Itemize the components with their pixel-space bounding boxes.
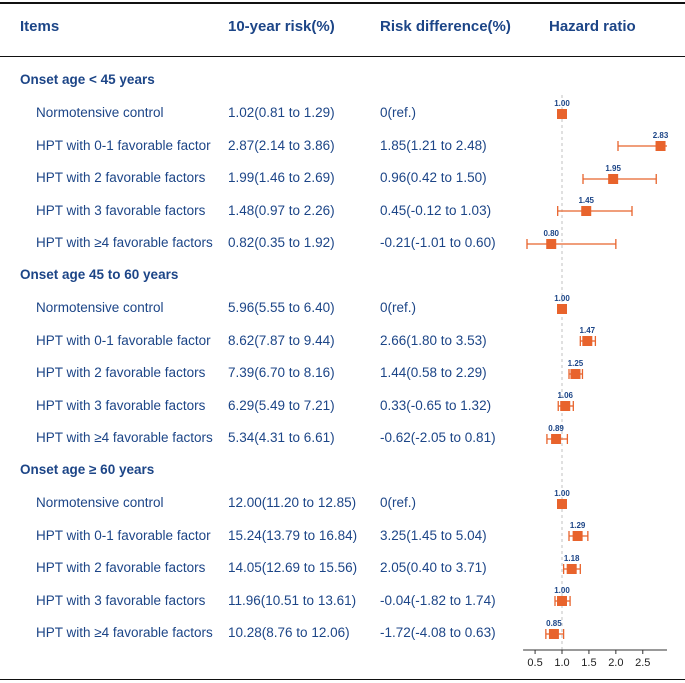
row-risk: 14.05(12.69 to 15.56)	[228, 560, 358, 575]
row-item: Normotensive control	[36, 105, 164, 120]
row-item: HPT with ≥4 favorable factors	[36, 625, 213, 640]
hazard-ratio-label: 1.06	[557, 391, 573, 400]
hazard-ratio-marker	[572, 531, 583, 541]
x-tick-label: 2.5	[635, 657, 650, 669]
top-rule	[0, 2, 685, 4]
hazard-ratio-label: 1.00	[554, 489, 570, 498]
hazard-ratio-marker	[548, 629, 559, 639]
row-diff: 1.44(0.58 to 2.29)	[380, 365, 487, 380]
hazard-ratio-marker	[551, 434, 562, 444]
hazard-ratio-label: 0.80	[543, 229, 559, 238]
hazard-ratio-marker	[557, 499, 567, 509]
row-risk: 15.24(13.79 to 16.84)	[228, 528, 358, 543]
row-risk: 12.00(11.20 to 12.85)	[228, 495, 357, 510]
row-item: HPT with 0-1 favorable factor	[36, 528, 211, 543]
header-hazard-ratio: Hazard ratio	[549, 18, 636, 35]
row-diff: 2.66(1.80 to 3.53)	[380, 333, 487, 348]
row-risk: 10.28(8.76 to 12.06)	[228, 625, 350, 640]
row-diff: 3.25(1.45 to 5.04)	[380, 528, 487, 543]
x-tick-label: 0.5	[527, 657, 542, 669]
row-risk: 0.82(0.35 to 1.92)	[228, 235, 335, 250]
row-item: Normotensive control	[36, 495, 164, 510]
hazard-ratio-label: 0.89	[548, 424, 564, 433]
hazard-ratio-label: 1.25	[568, 359, 584, 368]
row-diff: 2.05(0.40 to 3.71)	[380, 560, 487, 575]
row-item: HPT with 0-1 favorable factor	[36, 333, 211, 348]
hazard-ratio-marker	[582, 336, 593, 346]
hazard-ratio-marker	[655, 141, 666, 151]
row-risk: 6.29(5.49 to 7.21)	[228, 398, 335, 413]
row-risk: 8.62(7.87 to 9.44)	[228, 333, 335, 348]
hazard-ratio-label: 2.83	[653, 131, 669, 140]
hazard-ratio-label: 1.29	[570, 521, 586, 530]
row-risk: 11.96(10.51 to 13.61)	[228, 593, 357, 608]
row-diff: 0.45(-0.12 to 1.03)	[380, 203, 492, 218]
group-title-60-plus: Onset age ≥ 60 years	[20, 462, 155, 477]
row-risk: 1.02(0.81 to 1.29)	[228, 105, 335, 120]
row-diff: -1.72(-4.08 to 0.63)	[380, 625, 496, 640]
row-item: HPT with 3 favorable factors	[36, 593, 206, 608]
row-item: HPT with 2 favorable factors	[36, 170, 206, 185]
header-rule	[0, 56, 685, 57]
hazard-ratio-label: 1.45	[578, 196, 594, 205]
row-risk: 1.99(1.46 to 2.69)	[228, 170, 335, 185]
row-diff: 0.96(0.42 to 1.50)	[380, 170, 487, 185]
bottom-rule	[0, 679, 685, 680]
row-diff: 0(ref.)	[380, 300, 417, 315]
hazard-ratio-marker	[570, 369, 581, 379]
row-diff: -0.62(-2.05 to 0.81)	[380, 430, 496, 445]
header-risk: 10-year risk(%)	[228, 18, 335, 35]
row-risk: 5.96(5.55 to 6.40)	[228, 300, 335, 315]
row-diff: 1.85(1.21 to 2.48)	[380, 138, 487, 153]
hazard-ratio-marker	[566, 564, 577, 574]
x-tick-label: 1.5	[581, 657, 596, 669]
row-risk: 1.48(0.97 to 2.26)	[228, 203, 335, 218]
hazard-ratio-label: 1.95	[605, 164, 621, 173]
row-diff: 0.33(-0.65 to 1.32)	[380, 398, 492, 413]
x-tick-label: 1.0	[554, 657, 569, 669]
row-item: HPT with 2 favorable factors	[36, 560, 206, 575]
x-tick-label: 2.0	[608, 657, 623, 669]
row-diff: -0.21(-1.01 to 0.60)	[380, 235, 496, 250]
row-risk: 7.39(6.70 to 8.16)	[228, 365, 335, 380]
hazard-ratio-marker	[557, 596, 567, 606]
hazard-ratio-marker	[546, 239, 557, 249]
row-item: Normotensive control	[36, 300, 164, 315]
row-item: HPT with 2 favorable factors	[36, 365, 206, 380]
hazard-ratio-label: 1.00	[554, 586, 570, 595]
header-items: Items	[20, 18, 60, 35]
row-item: HPT with ≥4 favorable factors	[36, 235, 213, 250]
group-title-under-45: Onset age < 45 years	[20, 72, 155, 87]
hazard-ratio-label: 1.47	[580, 326, 596, 335]
row-risk: 5.34(4.31 to 6.61)	[228, 430, 335, 445]
row-diff: -0.04(-1.82 to 1.74)	[380, 593, 496, 608]
hazard-ratio-marker	[581, 206, 592, 216]
hazard-ratio-label: 1.00	[554, 99, 570, 108]
hazard-ratio-label: 1.00	[554, 294, 570, 303]
hazard-ratio-label: 0.85	[546, 619, 562, 628]
row-risk: 2.87(2.14 to 3.86)	[228, 138, 335, 153]
row-item: HPT with ≥4 favorable factors	[36, 430, 213, 445]
hazard-ratio-marker	[557, 304, 567, 314]
row-diff: 0(ref.)	[380, 495, 417, 510]
hazard-ratio-marker	[557, 109, 567, 119]
group-title-45-to-60: Onset age 45 to 60 years	[20, 267, 179, 282]
hazard-ratio-label: 1.18	[564, 554, 580, 563]
row-item: HPT with 3 favorable factors	[36, 203, 206, 218]
row-item: HPT with 0-1 favorable factor	[36, 138, 211, 153]
hazard-ratio-marker	[608, 174, 619, 184]
row-diff: 0(ref.)	[380, 105, 417, 120]
hazard-ratio-marker	[560, 401, 571, 411]
header-diff: Risk difference(%)	[380, 18, 511, 35]
row-item: HPT with 3 favorable factors	[36, 398, 206, 413]
